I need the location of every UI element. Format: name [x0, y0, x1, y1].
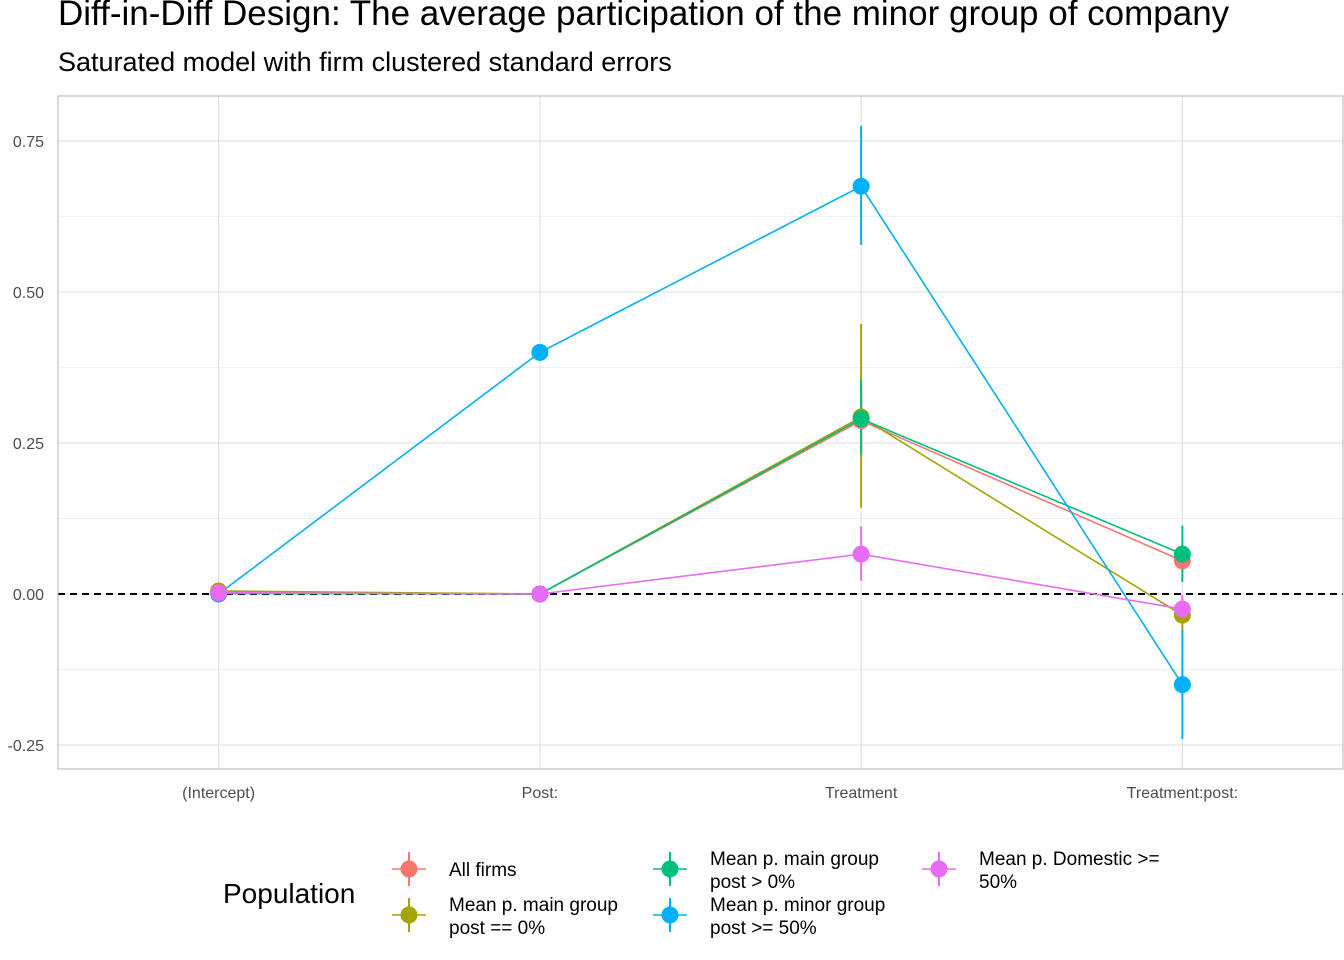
- y-tick-label: 0.75: [13, 134, 44, 151]
- data-point: [852, 177, 870, 195]
- legend-label: All firms: [449, 860, 517, 881]
- data-point: [210, 584, 228, 602]
- data-points: [210, 177, 1191, 694]
- y-axis: -0.25 0.00 0.25 0.50 0.75: [8, 134, 45, 755]
- x-axis: (Intercept) Post: Treatment Treatment:post:: [182, 785, 1238, 802]
- series-lines: [218, 185, 1184, 686]
- legend-key-point: [400, 906, 418, 924]
- y-tick-label: 0.50: [13, 285, 44, 302]
- y-tick-label: 0.25: [13, 436, 44, 453]
- x-tick-label: (Intercept): [182, 785, 255, 802]
- series-line: [218, 416, 1183, 616]
- error-bars: [860, 125, 1184, 739]
- legend-label: post == 0%: [449, 918, 545, 939]
- x-tick-label: Post:: [522, 785, 558, 802]
- legend-key-point: [661, 860, 679, 878]
- legend-label: Mean p. main group: [449, 895, 618, 916]
- legend-label: post > 0%: [710, 872, 795, 893]
- data-point: [1173, 600, 1191, 618]
- y-tick-label: 0.00: [13, 587, 44, 604]
- chart-subtitle: Saturated model with firm clustered stan…: [58, 47, 672, 77]
- data-point: [852, 545, 870, 563]
- legend-key-point: [400, 860, 418, 878]
- legend-key-point: [930, 860, 948, 878]
- data-point: [1173, 676, 1191, 694]
- data-point: [852, 410, 870, 428]
- data-point: [1173, 545, 1191, 563]
- x-tick-label: Treatment: [825, 785, 898, 802]
- legend-item: Mean p. Domestic >=50%: [922, 849, 1160, 893]
- legend-label: post >= 50%: [710, 918, 817, 939]
- legend-label: Mean p. Domestic >=: [979, 849, 1160, 870]
- chart-title: Diff-in-Diff Design: The average partici…: [58, 0, 1230, 33]
- series-line: [218, 417, 1183, 595]
- y-tick-label: -0.25: [8, 738, 45, 755]
- legend-label: 50%: [979, 872, 1017, 893]
- legend-label: Mean p. main group: [710, 849, 879, 870]
- legend-title: Population: [223, 878, 355, 909]
- grid-lines: [58, 96, 1343, 769]
- data-point: [531, 343, 549, 361]
- series-line: [218, 553, 1183, 610]
- legend-item: All firms: [392, 852, 517, 886]
- x-tick-label: Treatment:post:: [1127, 785, 1238, 802]
- series-line: [218, 185, 1184, 686]
- legend-key-point: [661, 906, 679, 924]
- plot-panel-border: [57, 95, 1344, 770]
- legend-label: Mean p. minor group: [710, 895, 885, 916]
- data-point: [531, 585, 549, 603]
